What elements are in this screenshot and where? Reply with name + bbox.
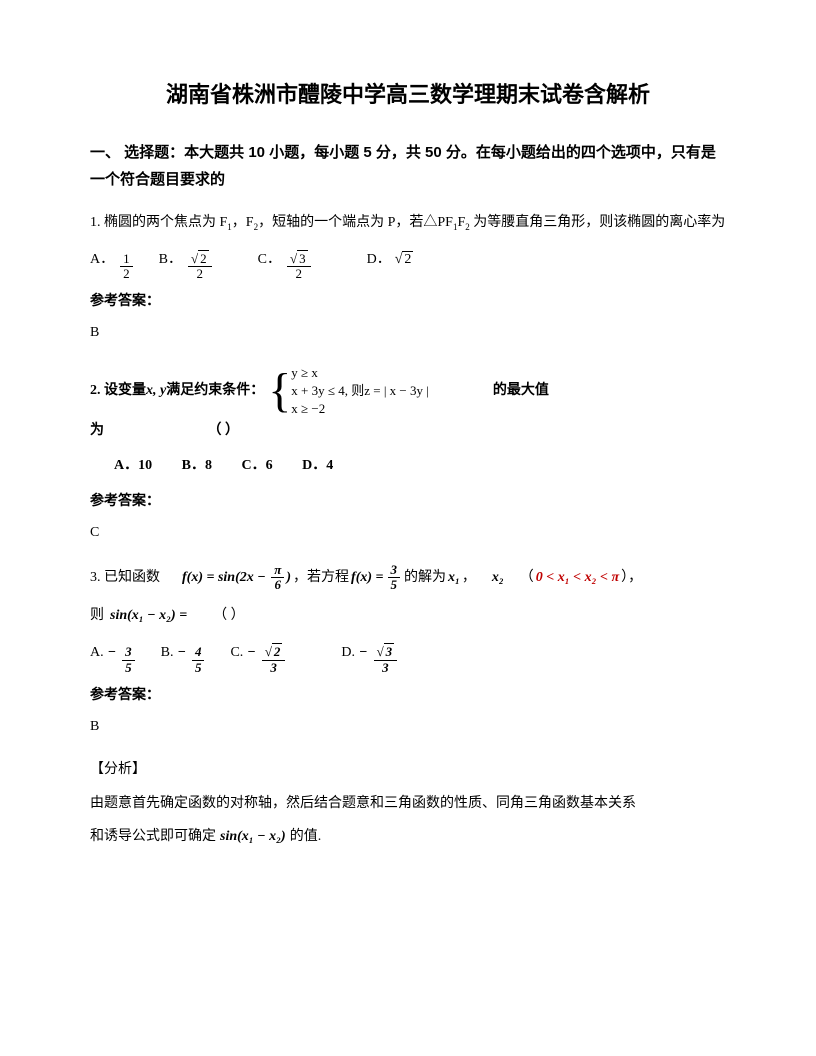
q1-answer-label: 参考答案： — [90, 289, 726, 314]
question-1: 1. 椭圆的两个焦点为 F1，F2，短轴的一个端点为 P，若△PF1F2 为等腰… — [90, 209, 726, 237]
q2-mid: 满足约束条件： — [166, 378, 264, 403]
q1-c-den: 2 — [287, 267, 311, 281]
q3-option-b: B. − 45 — [161, 640, 207, 675]
q3-analysis-2b: 的值. — [290, 824, 322, 849]
q3-analysis-expr: sin(x₁ − x₂) — [220, 824, 286, 849]
q1-text-a: 1. 椭圆的两个焦点为 F — [90, 215, 227, 230]
q3-options: A. − 35 B. − 45 C. − √23 D. − √33 — [90, 640, 726, 675]
q3-line2: 则 sin(x₁ − x₂) = （ ） — [90, 602, 726, 630]
q2-suffix2: 为 — [90, 423, 104, 438]
q3-b-label: B. — [161, 640, 174, 665]
q3-d-sqrt: 3 — [384, 643, 395, 659]
q3-mid1: ，若方程 — [293, 564, 349, 592]
q2-answer: C — [90, 520, 726, 545]
q3-answer: B — [90, 714, 726, 739]
q3-option-a: A. − 35 — [90, 640, 137, 675]
q3-b-den: 5 — [192, 661, 205, 675]
q1-option-d: D． √2 — [367, 247, 414, 272]
q2-sys-line1: y ≥ x — [291, 364, 429, 382]
q1-text-b: ，F — [232, 215, 254, 230]
q3-x1: x₁ — [448, 564, 460, 592]
q3-analysis-line2: 和诱导公式即可确定 sin(x₁ − x₂) 的值. — [90, 824, 726, 849]
q2-sys-line3: x ≥ −2 — [291, 400, 429, 418]
q2-options: A．10 B．8 C．6 D．4 — [90, 453, 726, 478]
q3-c-den: 3 — [262, 661, 286, 675]
question-3: 3. 已知函数 f(x) = sin(2x − π6) ，若方程 f(x) = … — [90, 563, 726, 593]
q3-a-label: A. — [90, 640, 104, 665]
q2-sys-line2: x + 3y ≤ 4, 则z = | x − 3y | — [291, 382, 429, 400]
q3-prefix: 3. 已知函数 — [90, 564, 160, 592]
q3-analysis-text: 由题意首先确定函数的对称轴，然后结合题意和三角函数的性质、同角三角函数基本关系 — [90, 791, 726, 816]
page-title: 湖南省株洲市醴陵中学高三数学理期末试卷含解析 — [90, 75, 726, 115]
q3-option-c: C. − √23 — [230, 640, 287, 675]
q2-prefix: 2. 设变量 — [90, 378, 146, 403]
q2-opt-a: A．10 — [114, 458, 152, 473]
q3-then: 则 — [90, 602, 104, 630]
q1-opt-c-label: C． — [258, 247, 281, 272]
q1-c-sqrt: 3 — [297, 250, 308, 266]
q1-option-a: A． 12 — [90, 247, 135, 282]
q3-func: f(x) = sin — [182, 570, 235, 585]
q1-options: A． 12 B． √22 C． √32 D． √2 — [90, 247, 726, 282]
question-2: 2. 设变量 x, y 满足约束条件： { y ≥ x x + 3y ≤ 4, … — [90, 364, 726, 419]
q1-answer: B — [90, 320, 726, 345]
q1-opt-a-label: A． — [90, 247, 114, 272]
q1-text-e: 为等腰直角三角形，则该椭圆的离心率为 — [470, 215, 726, 230]
q1-a-num: 1 — [120, 252, 133, 267]
q3-a-sign: − — [108, 640, 116, 665]
brace-icon: { — [268, 367, 291, 415]
q3-eq-lhs: f(x) = — [351, 564, 383, 592]
q3-comma: ， — [462, 564, 476, 592]
q2-blank: （ ） — [208, 423, 240, 438]
q2-opt-b: B．8 — [182, 458, 212, 473]
q3-d-den: 3 — [374, 661, 398, 675]
q3-paren-open: （ — [520, 564, 534, 592]
q3-b-num: 4 — [192, 645, 205, 660]
q2-opt-d: D．4 — [302, 458, 333, 473]
q3-a-num: 3 — [122, 645, 135, 660]
q3-c-label: C. — [230, 640, 243, 665]
q3-analysis-label: 【分析】 — [90, 757, 726, 782]
q3-sin-expr: sin(x₁ − x₂) = — [110, 602, 187, 630]
q3-c-sqrt: 2 — [272, 643, 283, 659]
q1-text-c: ，短轴的一个端点为 P，若△PF — [258, 215, 453, 230]
q3-mid2: 的解为 — [404, 564, 446, 592]
q3-arg: 2x − — [240, 570, 266, 585]
q3-d-label: D. — [341, 640, 355, 665]
q1-option-c: C． √32 — [258, 247, 313, 282]
q3-fd: 6 — [271, 578, 284, 592]
q2-system: { y ≥ x x + 3y ≤ 4, 则z = | x − 3y | x ≥ … — [268, 364, 429, 419]
q3-b-sign: − — [177, 640, 185, 665]
q3-analysis-2a: 和诱导公式即可确定 — [90, 824, 216, 849]
q2-suffix1: 的最大值 — [493, 378, 549, 403]
q1-opt-b-label: B． — [159, 247, 182, 272]
q3-fn: π — [271, 563, 284, 578]
q3-a-den: 5 — [122, 661, 135, 675]
q2-opt-c: C．6 — [241, 458, 272, 473]
q1-option-b: B． √22 — [159, 247, 214, 282]
q3-cond: 0 < x₁ < x₂ < π — [536, 564, 619, 592]
q3-answer-label: 参考答案： — [90, 683, 726, 708]
q1-d-sqrt: 2 — [402, 251, 413, 267]
q2-answer-label: 参考答案： — [90, 489, 726, 514]
section-header: 一、 选择题：本大题共 10 小题，每小题 5 分，共 50 分。在每小题给出的… — [90, 139, 726, 193]
q3-paren-close: ）， — [621, 564, 642, 592]
q3-x2: x₂ — [492, 564, 504, 592]
q2-vars: x, y — [146, 378, 166, 403]
q3-option-d: D. − √33 — [341, 640, 399, 675]
q3-c-sign: − — [247, 640, 255, 665]
q1-opt-d-label: D． — [367, 247, 391, 272]
q1-b-den: 2 — [188, 267, 212, 281]
q2-suffix-row: 为 （ ） — [90, 418, 726, 443]
q3-eqn: 3 — [388, 563, 401, 578]
q1-a-den: 2 — [120, 267, 133, 281]
q3-blank: （ ） — [213, 602, 245, 630]
q3-eqd: 5 — [388, 578, 401, 592]
q1-b-sqrt: 2 — [198, 250, 209, 266]
q3-d-sign: − — [359, 640, 367, 665]
